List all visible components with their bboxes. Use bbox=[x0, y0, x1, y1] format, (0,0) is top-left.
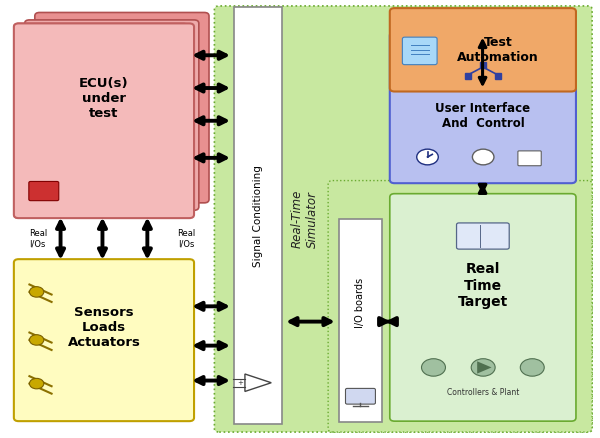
Bar bbox=[234, 7, 282, 424]
Circle shape bbox=[417, 149, 438, 165]
FancyBboxPatch shape bbox=[29, 181, 59, 201]
FancyBboxPatch shape bbox=[35, 12, 209, 203]
Circle shape bbox=[29, 335, 44, 345]
Text: +: + bbox=[237, 380, 243, 386]
Bar bbox=[339, 219, 382, 422]
Text: Real-Time
Simulator: Real-Time Simulator bbox=[291, 190, 319, 248]
Circle shape bbox=[520, 359, 544, 376]
Polygon shape bbox=[245, 374, 271, 392]
FancyBboxPatch shape bbox=[346, 389, 376, 404]
FancyBboxPatch shape bbox=[25, 20, 199, 210]
FancyBboxPatch shape bbox=[390, 32, 576, 183]
FancyBboxPatch shape bbox=[403, 37, 437, 65]
Text: Real
Time
Target: Real Time Target bbox=[458, 262, 508, 309]
Circle shape bbox=[422, 359, 445, 376]
FancyBboxPatch shape bbox=[14, 23, 188, 218]
Text: Test
Automation: Test Automation bbox=[457, 36, 539, 64]
Text: User Interface
And  Control: User Interface And Control bbox=[436, 102, 530, 131]
Circle shape bbox=[29, 287, 44, 297]
Circle shape bbox=[29, 378, 44, 389]
FancyBboxPatch shape bbox=[518, 151, 541, 166]
FancyBboxPatch shape bbox=[214, 6, 592, 432]
FancyBboxPatch shape bbox=[457, 223, 509, 249]
FancyBboxPatch shape bbox=[14, 23, 194, 218]
Circle shape bbox=[472, 149, 494, 165]
Text: Signal Conditioning: Signal Conditioning bbox=[253, 165, 263, 267]
FancyBboxPatch shape bbox=[390, 8, 576, 92]
FancyBboxPatch shape bbox=[14, 259, 194, 421]
Text: Real
I/Os: Real I/Os bbox=[177, 229, 196, 248]
FancyBboxPatch shape bbox=[390, 194, 576, 421]
Polygon shape bbox=[477, 361, 491, 374]
Text: Sensors
Loads
Actuators: Sensors Loads Actuators bbox=[68, 306, 140, 349]
Circle shape bbox=[471, 359, 495, 376]
FancyBboxPatch shape bbox=[328, 180, 592, 432]
Text: Real
I/Os: Real I/Os bbox=[29, 229, 47, 248]
Text: ECU(s)
under
test: ECU(s) under test bbox=[79, 78, 129, 120]
Text: I/O boards: I/O boards bbox=[355, 278, 365, 328]
Text: Controllers & Plant: Controllers & Plant bbox=[446, 388, 519, 397]
